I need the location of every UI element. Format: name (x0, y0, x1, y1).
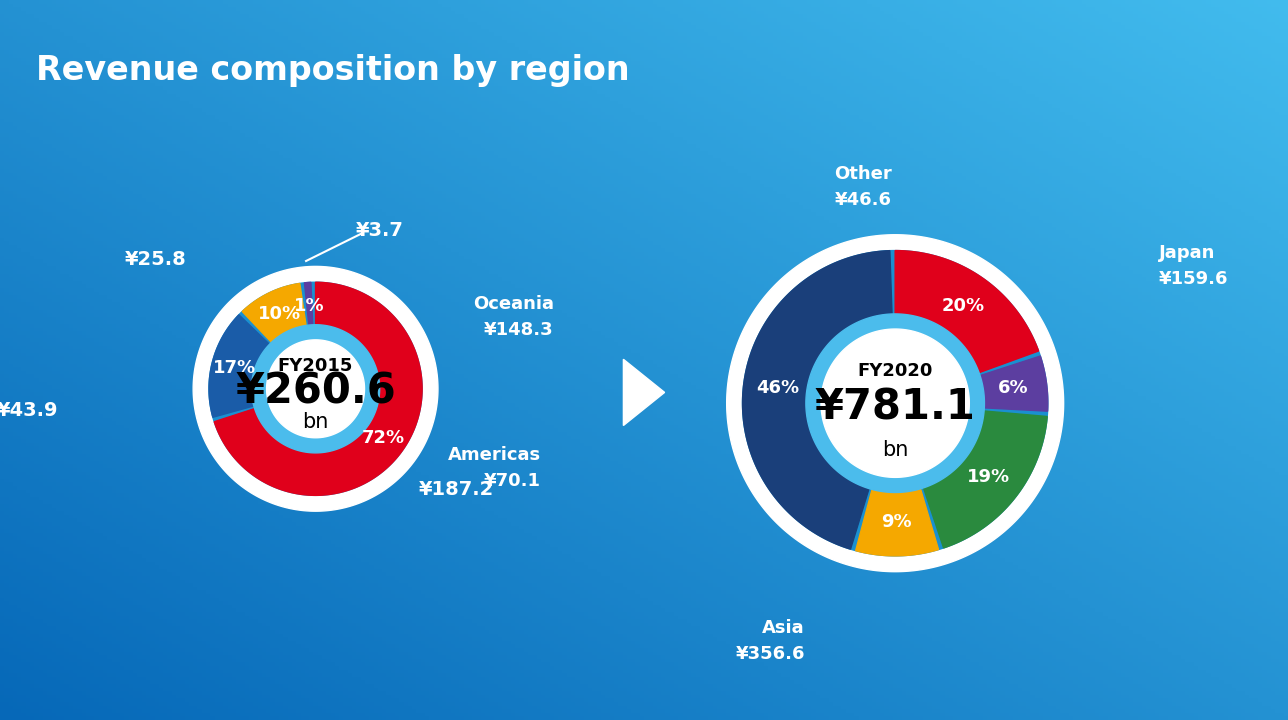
Text: Revenue composition by region: Revenue composition by region (36, 54, 630, 87)
Polygon shape (806, 314, 984, 492)
Text: ¥356.6: ¥356.6 (735, 645, 805, 662)
Text: Oceania: Oceania (473, 295, 554, 312)
Text: 19%: 19% (967, 468, 1010, 486)
Polygon shape (742, 251, 893, 549)
Polygon shape (726, 235, 1064, 572)
Text: 1%: 1% (294, 297, 325, 315)
Text: 17%: 17% (214, 359, 256, 377)
Polygon shape (623, 359, 665, 426)
Text: ¥3.7: ¥3.7 (355, 221, 404, 240)
Text: ¥187.2: ¥187.2 (419, 480, 493, 499)
Text: 46%: 46% (756, 379, 799, 397)
Polygon shape (742, 251, 1048, 556)
Text: ¥43.9: ¥43.9 (0, 401, 58, 420)
Text: 9%: 9% (881, 513, 912, 531)
Polygon shape (267, 340, 365, 438)
Text: ¥159.6: ¥159.6 (1159, 270, 1229, 288)
Text: 20%: 20% (942, 297, 985, 315)
Text: ¥70.1: ¥70.1 (484, 472, 541, 490)
Polygon shape (193, 266, 438, 511)
Polygon shape (820, 329, 970, 477)
Text: bn: bn (882, 440, 908, 460)
Text: ¥148.3: ¥148.3 (484, 321, 554, 338)
Text: 10%: 10% (258, 305, 300, 323)
Polygon shape (304, 282, 313, 329)
Polygon shape (855, 485, 939, 556)
Text: Asia: Asia (762, 619, 805, 637)
Text: Americas: Americas (448, 446, 541, 464)
Text: FY2015: FY2015 (278, 357, 353, 375)
Text: ¥46.6: ¥46.6 (835, 191, 891, 209)
Polygon shape (242, 284, 307, 346)
Text: ¥25.8: ¥25.8 (125, 250, 187, 269)
Polygon shape (251, 325, 380, 453)
Text: FY2020: FY2020 (858, 362, 933, 380)
Text: ¥260.6: ¥260.6 (236, 371, 395, 413)
Text: ¥781.1: ¥781.1 (815, 387, 975, 428)
Polygon shape (976, 356, 1048, 411)
Text: Japan: Japan (1159, 245, 1216, 262)
Polygon shape (895, 251, 1038, 374)
Text: 72%: 72% (361, 428, 404, 446)
Polygon shape (214, 282, 422, 495)
Polygon shape (209, 315, 273, 418)
Polygon shape (922, 410, 1047, 548)
Polygon shape (209, 282, 422, 495)
Text: Other: Other (835, 166, 891, 183)
Text: 6%: 6% (998, 379, 1028, 397)
Text: bn: bn (303, 412, 328, 432)
